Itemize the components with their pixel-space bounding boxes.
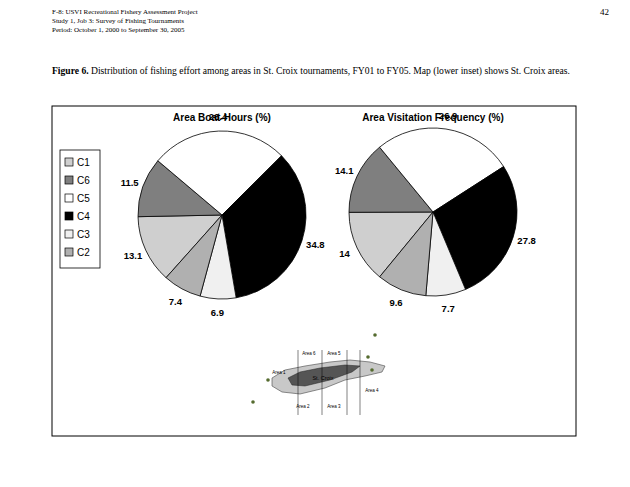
map-site: [373, 333, 377, 337]
map-site: [266, 378, 270, 382]
legend-swatch: [65, 176, 73, 184]
map-label: Area 4: [365, 388, 379, 393]
page-number: 42: [600, 8, 609, 17]
legend-swatch: [65, 212, 73, 220]
data-label: 6.9: [211, 307, 224, 318]
map-label: Area 2: [296, 404, 310, 409]
data-label: 7.7: [442, 303, 455, 314]
map-boundary: [322, 350, 323, 415]
map-boundary: [360, 350, 361, 415]
pie-slice: [222, 156, 306, 298]
header-line: Study 1, Job 3: Survey of Fishing Tourna…: [52, 17, 184, 26]
map-label: Area 3: [327, 404, 341, 409]
legend-swatch: [65, 194, 73, 202]
map-shelf: [272, 360, 385, 394]
map-label: Area 1: [272, 370, 286, 375]
data-label: 9.6: [389, 297, 402, 308]
data-label: 27.8: [517, 235, 536, 246]
data-label: 14: [339, 248, 350, 259]
legend-label: C3: [77, 229, 90, 240]
legend-box: [60, 150, 100, 268]
data-label: 34.8: [306, 239, 325, 250]
header-line: Period: October 1, 2000 to September 30,…: [52, 26, 184, 35]
chart-title: Area Boat-Hours (%): [173, 112, 271, 123]
map-site: [366, 355, 370, 359]
data-label: 13.1: [124, 250, 143, 261]
pie-slice: [380, 212, 433, 296]
legend-swatch: [65, 230, 73, 238]
legend-swatch: [65, 248, 73, 256]
map-site: [370, 368, 374, 372]
pie-chart: 13.111.526.434.86.97.4: [121, 111, 325, 318]
map-label: St. Croix: [312, 375, 333, 381]
pie-chart: 1414.126.927.87.79.6: [335, 109, 536, 314]
legend-label: C1: [77, 157, 90, 168]
caption: Figure 6. Distribution of fishing effort…: [52, 65, 582, 77]
map-label: Area 6: [302, 351, 316, 356]
map-label: Area 5: [327, 351, 341, 356]
caption-label: Figure 6.: [52, 65, 89, 76]
legend-label: C5: [77, 193, 90, 204]
map-inset: Area 6 Area 5 Area 1 St. Croix Area 2 Area 3 A…: [251, 333, 385, 415]
legend: C1 C6 C5 C4 C3 C2: [60, 150, 100, 268]
data-label: 14.1: [335, 165, 354, 176]
figure: 13.111.526.434.86.97.4Area Boat-Hours (%…: [0, 0, 630, 487]
map-island: [288, 365, 360, 386]
figure-frame: [52, 106, 576, 436]
caption-text: Distribution of fishing effort among are…: [91, 65, 570, 76]
data-label: 11.5: [121, 177, 140, 188]
data-label: 7.4: [169, 296, 183, 307]
header-line: F-8: USVI Recreational Fishery Assessmen…: [52, 8, 198, 17]
legend-label: C6: [77, 175, 90, 186]
pie-slice: [166, 215, 222, 296]
map-site: [251, 400, 255, 404]
legend-swatch: [65, 158, 73, 166]
legend-label: C4: [77, 211, 90, 222]
legend-label: C2: [77, 247, 90, 258]
chart-title: Area Visitation Frequency (%): [362, 112, 504, 123]
map-boundary: [347, 350, 348, 415]
